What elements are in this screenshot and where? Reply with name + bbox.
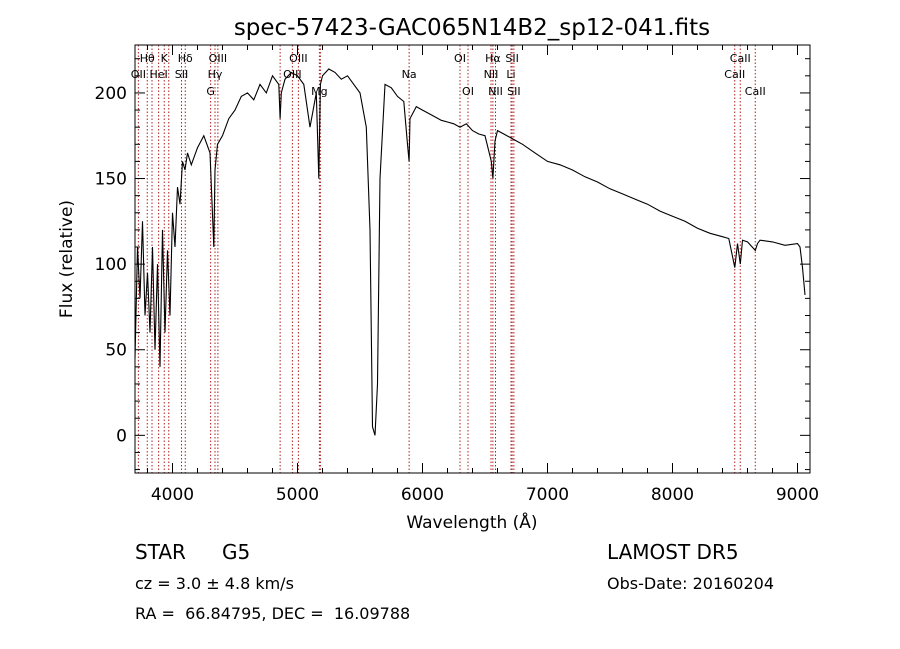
plot-frame bbox=[134, 44, 811, 474]
line-label: K bbox=[161, 52, 169, 65]
y-tick-label: 200 bbox=[95, 84, 127, 104]
x-tick-label: 9000 bbox=[776, 485, 819, 505]
spectrum-line bbox=[134, 68, 806, 436]
line-label: OIII bbox=[289, 52, 307, 65]
line-label: OI bbox=[454, 52, 466, 65]
y-tick-label: 0 bbox=[116, 426, 127, 446]
redshift-cz: cz = 3.0 ± 4.8 km/s bbox=[135, 574, 294, 593]
line-labels: Hδ K Hθ OII HeI SII OIII Hγ G OIII OIII Mg Na OI OI Hα S… bbox=[131, 52, 766, 98]
y-tick-label: 150 bbox=[95, 170, 127, 190]
observation-date: Obs-Date: 20160204 bbox=[607, 574, 775, 593]
x-tick-label: 4000 bbox=[151, 485, 194, 505]
line-label: Hθ bbox=[140, 52, 155, 65]
x-tick-label: 8000 bbox=[651, 485, 694, 505]
object-class: STAR bbox=[135, 540, 186, 564]
line-label: NII bbox=[488, 85, 503, 98]
line-label: CaII bbox=[745, 85, 766, 98]
line-label: Mg bbox=[311, 85, 327, 98]
line-label: HeI bbox=[149, 68, 167, 81]
y-tick-label: 100 bbox=[95, 255, 127, 275]
coordinates: RA = 66.84795, DEC = 16.09788 bbox=[135, 604, 411, 623]
y-axis-ticks: 0 50 100 150 200 bbox=[95, 58, 810, 471]
line-label: NII bbox=[484, 68, 499, 81]
line-label: Hδ bbox=[178, 52, 193, 65]
chart-title: spec-57423-GAC065N14B2_sp12-041.fits bbox=[234, 15, 710, 41]
y-axis-label: Flux (relative) bbox=[57, 200, 77, 318]
line-label: Hγ bbox=[208, 68, 223, 81]
x-axis-label: Wavelength (Å) bbox=[406, 511, 537, 533]
x-axis-ticks: 4000 5000 6000 7000 8000 9000 bbox=[147, 45, 819, 505]
line-label: CaII bbox=[724, 68, 745, 81]
line-label: OI bbox=[462, 85, 474, 98]
y-tick-label: 50 bbox=[105, 341, 127, 361]
object-subclass: G5 bbox=[222, 540, 251, 564]
line-label: CaII bbox=[730, 52, 751, 65]
survey-name: LAMOST DR5 bbox=[607, 540, 739, 564]
line-markers bbox=[137, 45, 756, 473]
x-tick-label: 5000 bbox=[276, 485, 319, 505]
line-label: OIII bbox=[283, 68, 301, 81]
line-label: OII bbox=[131, 68, 146, 81]
line-label: Hα bbox=[485, 52, 501, 65]
x-tick-label: 6000 bbox=[401, 485, 444, 505]
x-tick-label: 7000 bbox=[526, 485, 569, 505]
line-label: SII bbox=[175, 68, 188, 81]
line-label: Li bbox=[506, 68, 515, 81]
line-label: SII bbox=[507, 85, 520, 98]
line-label: Na bbox=[402, 68, 417, 81]
line-label: OIII bbox=[209, 52, 227, 65]
line-label: G bbox=[206, 85, 215, 98]
line-label: SII bbox=[505, 52, 518, 65]
